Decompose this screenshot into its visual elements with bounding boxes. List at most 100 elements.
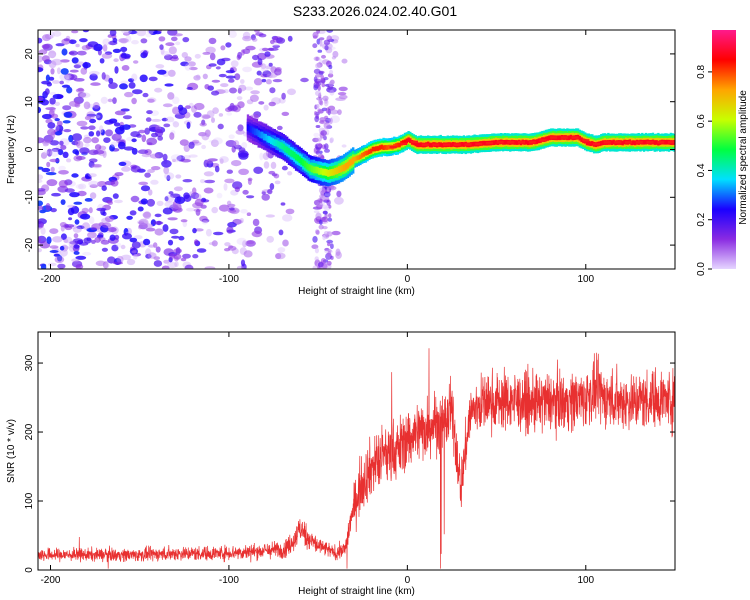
ridge-segment (369, 148, 373, 154)
noise-blob (281, 111, 290, 116)
noise-blob (137, 206, 144, 212)
noise-blob (38, 236, 42, 244)
noise-blob (60, 145, 67, 150)
noise-blob (74, 219, 80, 225)
noise-blob (114, 172, 124, 177)
noise-blob (38, 106, 42, 114)
noise-blob (147, 97, 157, 103)
noise-blob (77, 92, 87, 98)
noise-blob (227, 105, 238, 112)
noise-blob (120, 38, 128, 44)
noise-blob (58, 180, 68, 188)
noise-blob (240, 79, 245, 84)
ridge-peak (582, 139, 590, 142)
noise-blob (128, 82, 136, 89)
noise-blob (73, 64, 82, 69)
ridge-segment (352, 157, 355, 164)
noise-blob (131, 40, 139, 45)
noise-blob (146, 110, 153, 115)
ridge-segment (273, 139, 276, 147)
noise-blob (103, 137, 111, 144)
colorbar-tick-label: 0.2 (696, 212, 707, 226)
noise-blob (317, 85, 321, 91)
ridge-segment (348, 159, 351, 167)
noise-blob (318, 37, 325, 41)
noise-blob (59, 140, 64, 146)
noise-blob (156, 200, 164, 207)
noise-blob (328, 81, 333, 88)
noise-blob (50, 131, 56, 140)
noise-blob (263, 161, 270, 169)
noise-blob (138, 225, 142, 230)
noise-blob (96, 207, 107, 212)
noise-blob (316, 38, 321, 45)
ridge-segment (346, 161, 350, 169)
noise-blob (174, 196, 186, 204)
noise-blob (71, 57, 79, 64)
noise-blob (329, 109, 339, 115)
noise-blob (168, 191, 174, 195)
noise-blob (326, 239, 334, 244)
noise-blob (68, 217, 73, 221)
noise-blob (268, 170, 276, 175)
ridge-segment (452, 142, 455, 147)
noise-blob (127, 30, 138, 35)
noise-blob (143, 238, 151, 246)
noise-blob (40, 263, 47, 269)
noise-blob (242, 189, 249, 195)
noise-blob (326, 260, 332, 266)
noise-blob (318, 150, 323, 154)
ridge-segment (600, 140, 603, 146)
noise-blob (169, 132, 175, 140)
noise-blob (146, 137, 158, 146)
noise-blob (325, 107, 330, 114)
noise-blob (185, 105, 191, 109)
noise-blob (281, 92, 286, 100)
noise-blob (321, 83, 326, 88)
noise-blob (73, 251, 80, 255)
snr-panel: -200 -100 0 100 0 100 200 300 Height of straigh… (6, 331, 676, 597)
noise-blob (46, 179, 58, 187)
ridge-segment (361, 153, 364, 158)
ridge-peak (475, 142, 483, 146)
ridge-segment (344, 163, 348, 170)
noise-blob (118, 38, 129, 43)
noise-blob (109, 144, 115, 152)
noise-blob (44, 88, 50, 95)
noise-blob (140, 185, 151, 192)
noise-blob (163, 166, 170, 175)
noise-blob (175, 174, 182, 179)
snr-ylabel: SNR (10 * v/v) (6, 419, 17, 483)
ridge-peak (614, 141, 622, 144)
noise-blob (40, 227, 46, 235)
noise-blob (236, 237, 247, 245)
noise-blob (315, 103, 320, 109)
noise-blob (175, 247, 181, 255)
noise-blob (59, 248, 68, 257)
noise-blob (162, 207, 173, 215)
noise-blob (167, 92, 175, 100)
ridge-segment (261, 131, 264, 139)
noise-blob (160, 51, 171, 56)
noise-blob (218, 204, 230, 212)
noise-blob (162, 224, 169, 232)
noise-blob (268, 47, 279, 51)
noise-blob (329, 117, 333, 125)
noise-blob (126, 258, 136, 266)
noise-blob (240, 259, 246, 267)
noise-blob (266, 235, 275, 243)
noise-blob (90, 82, 101, 86)
noise-blob (193, 75, 201, 81)
ridge-segment (666, 139, 669, 145)
y-tick-label: 300 (24, 354, 35, 371)
noise-blob (204, 266, 216, 269)
x-tick-label: 0 (405, 274, 411, 285)
noise-blob (211, 240, 218, 247)
noise-blob (86, 111, 96, 119)
ridge-segment (416, 142, 419, 148)
noise-blob (60, 59, 70, 63)
noise-blob (229, 207, 235, 211)
noise-blob (285, 208, 295, 215)
noise-blob (204, 84, 210, 90)
noise-blob (154, 87, 163, 93)
